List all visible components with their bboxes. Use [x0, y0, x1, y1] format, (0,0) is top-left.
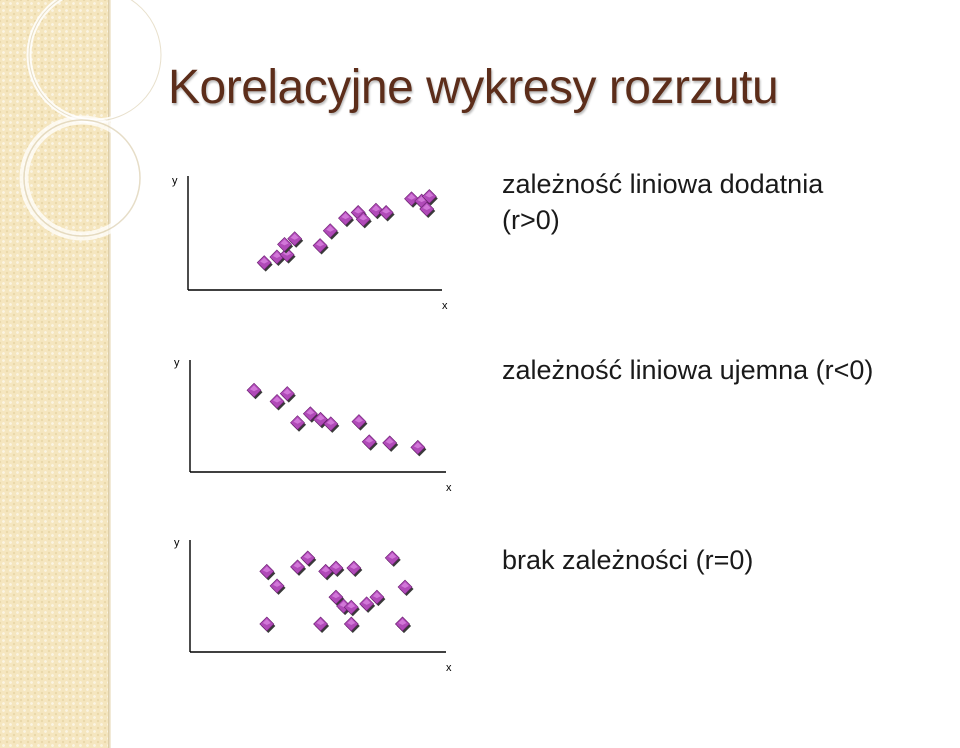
data-point: [355, 211, 372, 229]
data-point: [312, 238, 329, 255]
data-points: [246, 382, 427, 457]
data-point: [290, 415, 307, 432]
data-point: [338, 210, 354, 228]
data-point: [290, 559, 307, 576]
data-point: [361, 434, 378, 451]
data-point: [277, 236, 294, 254]
data-point: [382, 435, 399, 452]
decorative-rings: [19, 0, 164, 241]
data-point: [302, 406, 319, 423]
x-axis-label: x: [446, 662, 452, 674]
data-point: [269, 578, 286, 595]
scatter-chart-none: y x: [174, 537, 452, 674]
chart-description-negative: zależność liniowa ujemna (r<0): [502, 352, 873, 388]
data-point: [410, 439, 427, 457]
data-point: [279, 386, 296, 403]
data-point: [259, 616, 276, 633]
side-strip-edge: [108, 0, 111, 748]
slide-title: Korelacyjne wykresy rozrzutu: [168, 61, 779, 114]
data-point: [368, 202, 385, 220]
data-point: [343, 616, 360, 633]
data-point: [269, 394, 286, 411]
y-axis-label: y: [172, 175, 178, 187]
data-point: [322, 223, 339, 240]
data-point: [246, 382, 263, 400]
data-point: [300, 550, 317, 567]
description-line: zależność liniowa ujemna (r<0): [502, 355, 874, 385]
data-point: [328, 560, 345, 577]
scatter-chart-positive: y x: [172, 175, 448, 312]
data-point: [404, 191, 421, 208]
scatter-chart-negative: y x: [174, 357, 452, 494]
description-line: (r>0): [502, 205, 560, 235]
data-points: [259, 550, 414, 633]
data-point: [384, 550, 401, 567]
chart-description-positive: zależność liniowa dodatnia (r>0): [502, 166, 823, 238]
description-line: zależność liniowa dodatnia: [502, 169, 824, 199]
y-axis-label: y: [174, 357, 180, 369]
data-point: [397, 579, 414, 597]
data-point: [256, 255, 273, 272]
data-points: [256, 189, 438, 272]
data-point: [378, 205, 395, 222]
data-point: [287, 231, 304, 248]
data-point: [279, 247, 296, 264]
data-point: [419, 201, 436, 219]
data-point: [395, 616, 411, 633]
data-point: [369, 589, 386, 607]
data-point: [323, 416, 340, 433]
data-point: [359, 596, 376, 613]
data-point: [346, 560, 363, 577]
description-line: brak zależności (r=0): [502, 545, 754, 575]
x-axis-label: x: [442, 300, 448, 312]
data-point: [351, 414, 368, 431]
y-axis-label: y: [174, 537, 180, 549]
data-point: [269, 249, 286, 266]
data-point: [343, 599, 360, 617]
data-point: [313, 616, 330, 633]
data-point: [259, 563, 276, 581]
data-point: [421, 189, 438, 206]
chart-description-none: brak zależności (r=0): [502, 542, 753, 578]
x-axis-label: x: [446, 482, 452, 494]
